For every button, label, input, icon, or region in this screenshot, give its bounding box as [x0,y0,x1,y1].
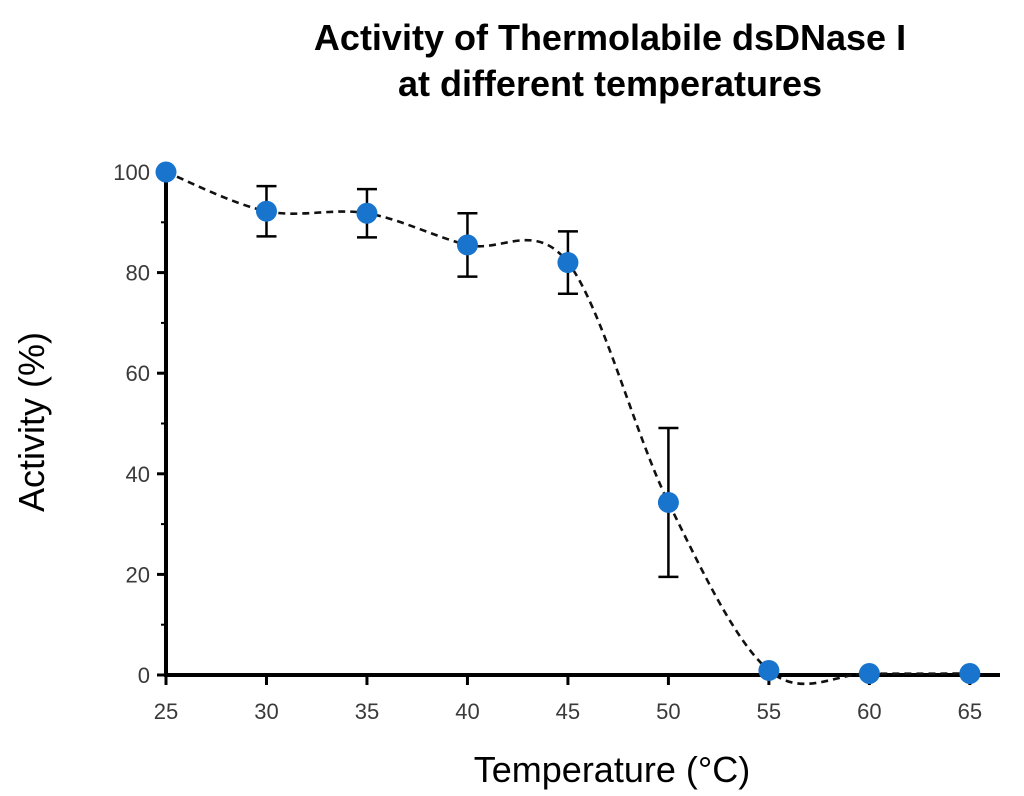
y-tick-label: 100 [113,160,150,185]
data-point [155,161,177,183]
chart-title-line-2: at different temperatures [397,63,823,104]
x-ticks: 25 30 35 40 45 50 55 60 65 [154,675,982,724]
chart-title-line-1: Activity of Thermolabile dsDNase I [313,17,907,58]
x-tick-label: 65 [958,699,982,724]
x-tick-label: 40 [455,699,479,724]
y-tick-label: 0 [138,663,150,688]
y-tick-label: 60 [126,361,150,386]
data-point [657,491,679,513]
data-point [959,662,981,684]
x-tick-label: 50 [656,699,680,724]
x-tick-label: 60 [857,699,881,724]
x-tick-label: 25 [154,699,178,724]
data-point [255,200,277,222]
activity-curve [165,170,970,686]
x-axis-title: Temperature (°C) [474,749,750,790]
axes [164,170,1000,677]
data-point [456,234,478,256]
x-tick-label: 35 [355,699,379,724]
data-point [858,662,880,684]
y-axis-title: Activity (%) [11,332,52,512]
y-tick-label: 40 [126,462,150,487]
y-ticks: 0 20 40 60 80 100 [113,160,166,688]
y-tick-label: 20 [126,562,150,587]
data-points [155,161,981,684]
x-tick-label: 55 [757,699,781,724]
x-tick-label: 30 [254,699,278,724]
data-point [758,659,780,681]
data-point [557,252,579,274]
y-tick-label: 80 [126,261,150,286]
x-tick-label: 45 [556,699,580,724]
data-point [356,202,378,224]
